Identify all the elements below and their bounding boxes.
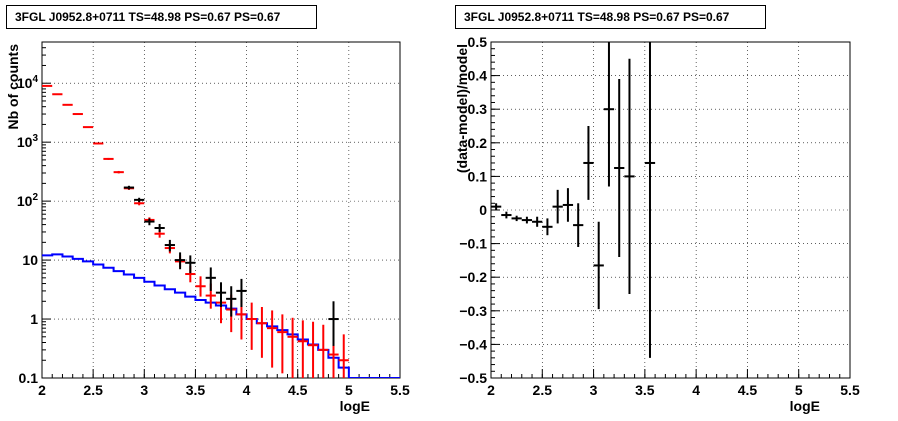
y-tick-label: −0.5: [459, 370, 487, 386]
y-tick-label: 1: [30, 311, 38, 327]
y-tick-label: 102: [17, 192, 39, 209]
y-tick-label: 0.3: [468, 101, 488, 117]
y-tick-label: −0.2: [459, 269, 487, 285]
y-tick-exponent: 2: [32, 192, 38, 203]
x-tick-label: 4.5: [288, 382, 308, 398]
plot-frame: [490, 41, 851, 379]
x-tick-label: 3.5: [186, 382, 206, 398]
x-tick-label: 2.5: [83, 382, 103, 398]
right-residual-panel: 2 2.5 3 3.5 4 4.5 5 5.5 −0.5 −0.4 −0.3 −0.2 −0.1 0 0.1…: [454, 34, 860, 414]
y-axis-label: (data-model)/model: [454, 44, 470, 173]
x-axis-label: logE: [790, 398, 820, 414]
y-tick-label: −0.3: [459, 303, 487, 319]
x-tick-label: 2.5: [533, 382, 553, 398]
y-tick-label: −0.1: [459, 236, 487, 252]
x-tick-label: 3.5: [635, 382, 655, 398]
x-tick-label: 2: [487, 382, 495, 398]
y-tick-label: 0.5: [468, 34, 488, 50]
x-tick-label: 5: [795, 382, 803, 398]
x-tick-label: 4: [243, 382, 251, 398]
x-axis-label: logE: [340, 398, 370, 414]
y-tick-label: 0.1: [19, 370, 39, 386]
x-tick-label: 3: [140, 382, 148, 398]
left-panel-title: 3FGL J0952.8+0711 TS=48.98 PS=0.67 PS=0.…: [6, 5, 317, 29]
y-tick-exponent: 3: [32, 133, 38, 144]
y-tick-label: −0.4: [459, 336, 487, 352]
y-tick-label: 0.1: [468, 168, 488, 184]
y-tick-label: 0: [479, 202, 487, 218]
x-tick-label: 3: [590, 382, 598, 398]
plot-frame: [41, 41, 401, 379]
x-tick-label: 4.5: [738, 382, 758, 398]
x-tick-label: 2: [38, 382, 46, 398]
x-tick-label: 5: [345, 382, 353, 398]
x-tick-label: 5.5: [840, 382, 860, 398]
y-tick-label: 0.2: [468, 135, 488, 151]
y-axis-label: Nb of counts: [5, 44, 21, 130]
x-tick-label: 5.5: [390, 382, 410, 398]
plot-area: [42, 84, 400, 378]
plot-area: [491, 42, 656, 358]
y-tick-label: 10: [22, 252, 38, 268]
y-tick-label: 0.4: [468, 68, 488, 84]
x-tick-label: 4: [692, 382, 700, 398]
right-panel-title: 3FGL J0952.8+0711 TS=48.98 PS=0.67 PS=0.…: [455, 5, 766, 29]
y-tick-exponent: 4: [32, 74, 38, 85]
y-tick-label: 103: [17, 133, 39, 150]
